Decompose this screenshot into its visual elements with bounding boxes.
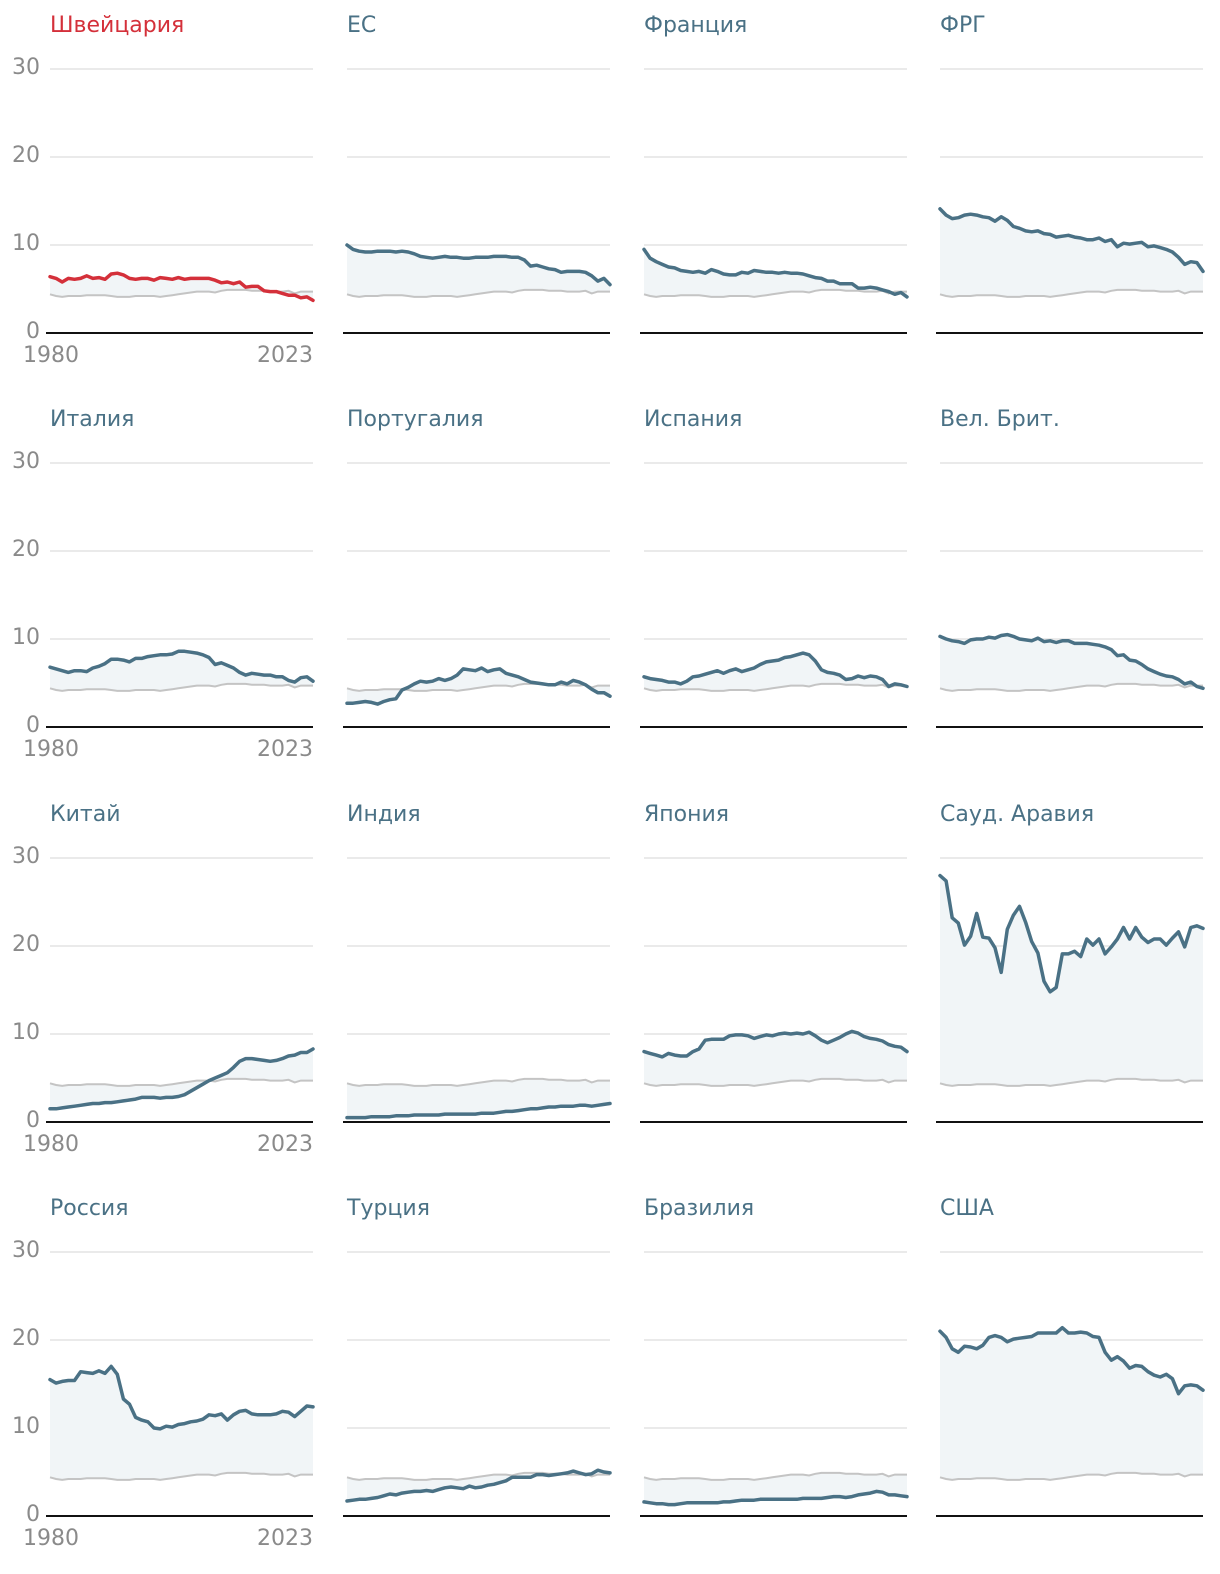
x-tick-label-start: 1980 bbox=[23, 1526, 79, 1551]
gap-band-10 bbox=[347, 1078, 610, 1118]
series-line-3 bbox=[642, 247, 909, 299]
reference-line-9 bbox=[49, 1077, 313, 1087]
x-tick-label-end: 2023 bbox=[257, 1526, 313, 1551]
reference-line-13 bbox=[49, 1471, 313, 1481]
y-tick-label: 30 bbox=[12, 449, 40, 474]
panel-title-11: Япония bbox=[644, 802, 730, 827]
x-tick-label-end: 2023 bbox=[257, 343, 313, 368]
gap-band-4 bbox=[940, 208, 1203, 297]
gap-band-14 bbox=[347, 1470, 610, 1501]
panel-title-5: Италия bbox=[50, 407, 135, 432]
panel-title-15: Бразилия bbox=[644, 1196, 755, 1221]
gap-band-9 bbox=[50, 1049, 313, 1109]
series-line-8 bbox=[938, 632, 1205, 691]
reference-line-10 bbox=[346, 1077, 610, 1087]
gap-band-7 bbox=[644, 653, 907, 691]
panel-title-6: Португалия bbox=[347, 407, 484, 432]
reference-line-16 bbox=[939, 1471, 1203, 1481]
gap-band-2 bbox=[347, 245, 610, 297]
y-tick-label: 0 bbox=[26, 319, 40, 344]
gap-band-8 bbox=[940, 634, 1203, 691]
reference-line-5 bbox=[49, 682, 313, 692]
panel-title-10: Индия bbox=[347, 802, 421, 827]
x-tick-label-start: 1980 bbox=[23, 737, 79, 762]
panel-title-12: Сауд. Аравия bbox=[940, 802, 1095, 827]
gap-band-1 bbox=[50, 273, 313, 301]
gap-band-13 bbox=[50, 1366, 313, 1480]
gap-band-5 bbox=[50, 651, 313, 691]
panel-title-4: ФРГ bbox=[940, 13, 986, 38]
reference-line-6 bbox=[346, 682, 610, 692]
y-tick-label: 30 bbox=[12, 55, 40, 80]
y-tick-label: 30 bbox=[12, 1238, 40, 1263]
reference-line-3 bbox=[643, 288, 907, 298]
series-line-1 bbox=[48, 271, 315, 303]
panel-title-13: Россия bbox=[50, 1196, 129, 1221]
panel-title-1: Швейцария bbox=[50, 13, 185, 38]
gap-band-11 bbox=[644, 1031, 907, 1086]
series-line-6 bbox=[345, 666, 612, 706]
gap-band-16 bbox=[940, 1327, 1203, 1480]
reference-line-4 bbox=[939, 288, 1203, 298]
gap-band-6 bbox=[347, 668, 610, 705]
reference-line-2 bbox=[346, 288, 610, 298]
x-tick-label-start: 1980 bbox=[23, 1132, 79, 1157]
x-tick-label-end: 2023 bbox=[257, 1132, 313, 1157]
x-tick-label-end: 2023 bbox=[257, 737, 313, 762]
y-tick-label: 10 bbox=[12, 231, 40, 256]
y-tick-label: 0 bbox=[26, 1502, 40, 1527]
series-line-15 bbox=[642, 1489, 909, 1507]
y-tick-label: 10 bbox=[12, 1414, 40, 1439]
y-tick-label: 10 bbox=[12, 625, 40, 650]
y-tick-label: 20 bbox=[12, 1326, 40, 1351]
series-line-14 bbox=[345, 1468, 612, 1503]
series-line-16 bbox=[938, 1325, 1205, 1396]
panel-title-14: Турция bbox=[347, 1196, 430, 1221]
reference-line-7 bbox=[643, 682, 907, 692]
reference-line-15 bbox=[643, 1471, 907, 1481]
series-line-13 bbox=[48, 1364, 315, 1431]
series-line-12 bbox=[938, 873, 1205, 994]
y-tick-label: 20 bbox=[12, 537, 40, 562]
y-tick-label: 0 bbox=[26, 713, 40, 738]
panel-title-7: Испания bbox=[644, 407, 743, 432]
panel-title-9: Китай bbox=[50, 802, 121, 827]
series-line-4 bbox=[938, 207, 1205, 274]
reference-line-11 bbox=[643, 1077, 907, 1087]
panel-title-2: ЕС bbox=[347, 13, 377, 38]
panel-title-8: Вел. Брит. bbox=[940, 407, 1060, 432]
series-line-9 bbox=[48, 1047, 315, 1111]
series-line-7 bbox=[642, 651, 909, 689]
y-tick-label: 20 bbox=[12, 932, 40, 957]
y-tick-label: 0 bbox=[26, 1108, 40, 1133]
series-line-2 bbox=[345, 243, 612, 287]
series-line-5 bbox=[48, 649, 315, 684]
series-line-11 bbox=[642, 1029, 909, 1059]
panel-title-16: США bbox=[940, 1196, 994, 1221]
series-line-10 bbox=[345, 1101, 612, 1120]
y-tick-label: 30 bbox=[12, 844, 40, 869]
reference-line-8 bbox=[939, 682, 1203, 692]
y-tick-label: 20 bbox=[12, 143, 40, 168]
x-tick-label-start: 1980 bbox=[23, 343, 79, 368]
gap-band-12 bbox=[940, 875, 1203, 1086]
y-tick-label: 10 bbox=[12, 1020, 40, 1045]
panel-title-3: Франция bbox=[644, 13, 748, 38]
reference-line-12 bbox=[939, 1077, 1203, 1087]
